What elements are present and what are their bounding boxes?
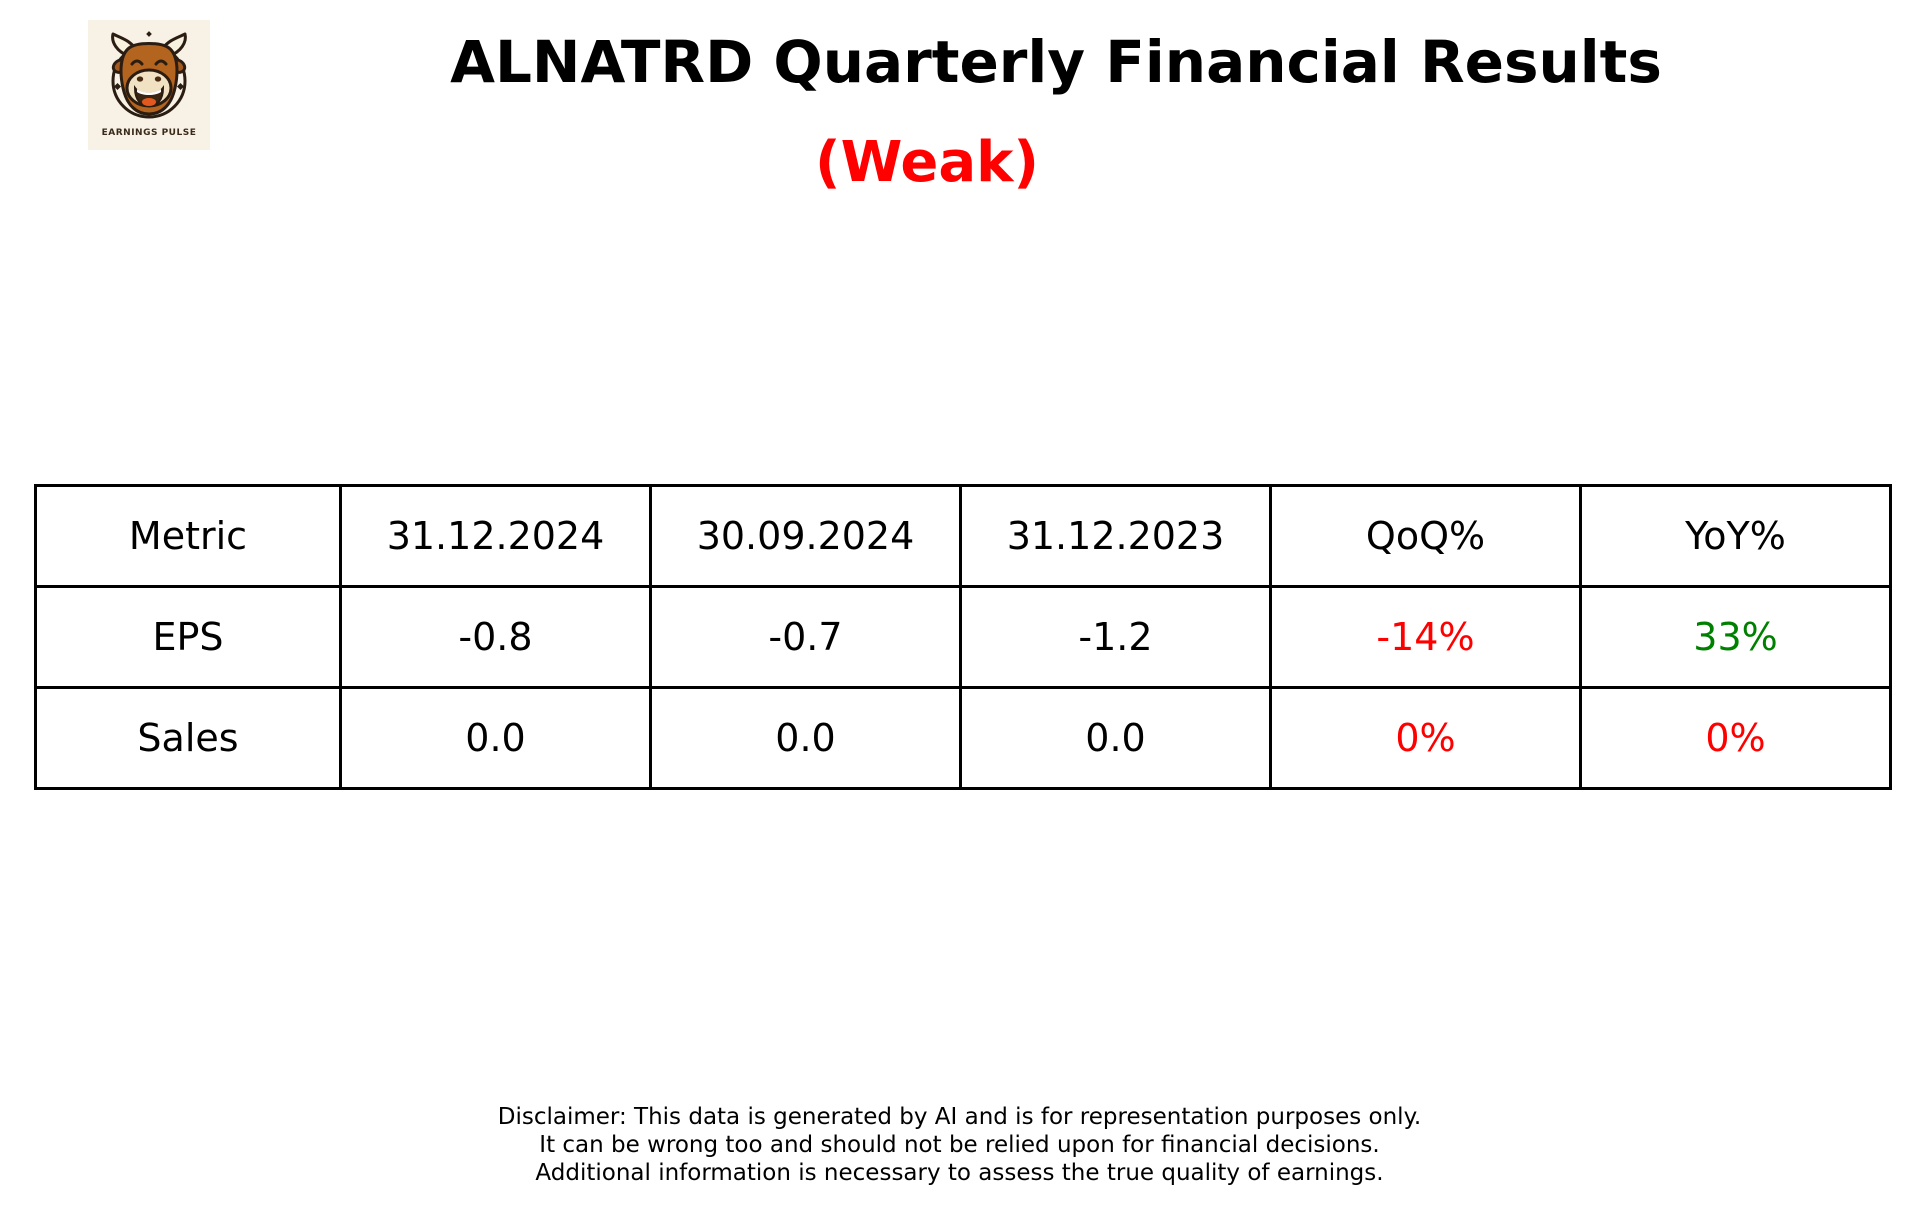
sales-yoy-percent: 0% — [1579, 686, 1892, 790]
column-header-period-2: 30.09.2024 — [649, 484, 962, 588]
earnings-pulse-logo: EARNINGS PULSE — [88, 20, 210, 150]
verdict-label: (Weak) — [815, 130, 1039, 195]
column-header-metric: Metric — [34, 484, 342, 588]
quarterly-results-table: Metric 31.12.2024 30.09.2024 31.12.2023 … — [34, 484, 1892, 790]
metric-label: EPS — [34, 585, 342, 689]
column-header-period-1: 31.12.2024 — [339, 484, 652, 588]
metric-label: Sales — [34, 686, 342, 790]
disclaimer: Disclaimer: This data is generated by AI… — [0, 1103, 1919, 1187]
logo-brand-text: EARNINGS PULSE — [101, 128, 197, 138]
table-row-eps: EPS -0.8 -0.7 -1.2 -14% 33% — [34, 585, 1892, 689]
bull-icon — [111, 31, 187, 119]
sales-value-period-1: 0.0 — [339, 686, 652, 790]
eps-value-period-3: -1.2 — [959, 585, 1272, 689]
sales-value-period-2: 0.0 — [649, 686, 962, 790]
disclaimer-line-2: It can be wrong too and should not be re… — [539, 1132, 1380, 1158]
eps-qoq-percent: -14% — [1269, 585, 1582, 689]
disclaimer-line-1: Disclaimer: This data is generated by AI… — [497, 1104, 1422, 1130]
table-header-row: Metric 31.12.2024 30.09.2024 31.12.2023 … — [34, 484, 1892, 588]
page-title: ALNATRD Quarterly Financial Results — [450, 28, 1662, 96]
eps-value-period-2: -0.7 — [649, 585, 962, 689]
column-header-period-3: 31.12.2023 — [959, 484, 1272, 588]
table-row-sales: Sales 0.0 0.0 0.0 0% 0% — [34, 686, 1892, 790]
sales-value-period-3: 0.0 — [959, 686, 1272, 790]
column-header-qoq: QoQ% — [1269, 484, 1582, 588]
column-header-yoy: YoY% — [1579, 484, 1892, 588]
sales-qoq-percent: 0% — [1269, 686, 1582, 790]
eps-yoy-percent: 33% — [1579, 585, 1892, 689]
eps-value-period-1: -0.8 — [339, 585, 652, 689]
disclaimer-line-3: Additional information is necessary to a… — [535, 1160, 1384, 1186]
